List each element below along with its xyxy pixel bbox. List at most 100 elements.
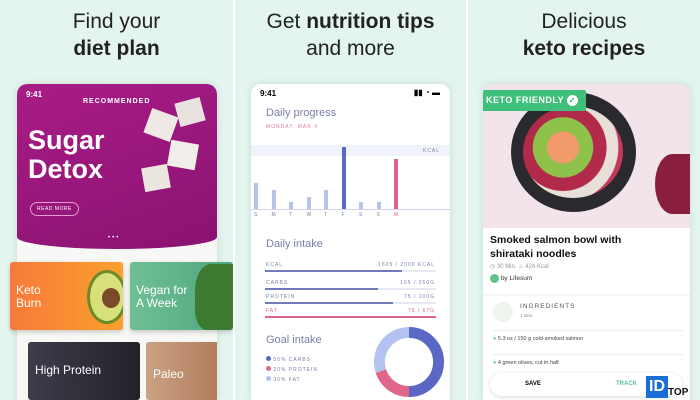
intake-progress-bar <box>265 302 436 304</box>
day-bar[interactable] <box>289 201 293 209</box>
watermark-top: TOP <box>668 387 689 398</box>
badge-label: KETO FRIENDLY <box>486 95 564 105</box>
panel-heading: Find your diet plan <box>0 8 233 62</box>
tile-label: High Protein <box>35 363 102 377</box>
ingredient-text: 5.3 oz / 150 g cold-smoked salmon <box>497 336 584 342</box>
day-bar[interactable] <box>394 159 398 209</box>
heading-bold: nutrition tips <box>306 10 435 33</box>
heading-bold: keto recipes <box>522 37 646 60</box>
day-bar[interactable] <box>359 201 363 209</box>
recipe-kcal: 424 Kcal <box>525 264 549 270</box>
status-time: 9:41 <box>260 89 277 98</box>
keto-friendly-badge: KETO FRIENDLY ✓ <box>483 90 586 111</box>
tile-label: Keto Burn <box>16 283 42 310</box>
ingredients-title: INGREDIENTS <box>520 303 576 310</box>
day-label: T <box>324 212 329 218</box>
action-bar: SAVE TRACK <box>490 373 682 396</box>
donut-slice <box>408 326 444 398</box>
intake-value: 75 / 67G <box>407 308 435 314</box>
day-label: S <box>254 212 259 218</box>
hero-title-line: Detox <box>28 154 104 184</box>
recipe-card: Smoked salmon bowl with shirataki noodle… <box>483 228 690 294</box>
intake-label: CARBS <box>266 280 289 286</box>
check-circle-icon: ✓ <box>566 95 578 106</box>
day-bar[interactable] <box>254 182 258 209</box>
heading-line: Find your <box>72 10 161 33</box>
daily-intake-title: Daily intake <box>266 238 323 250</box>
day-bar[interactable] <box>341 147 346 209</box>
intake-progress-bar <box>265 288 436 290</box>
hero-title-line: Sugar <box>28 125 105 155</box>
phone-screen: KETO FRIENDLY ✓ Smoked salmon bowl with … <box>483 84 690 400</box>
intake-value: 75 / 100G <box>404 294 435 300</box>
legend-dot-icon <box>266 366 271 371</box>
day-label: S <box>359 212 364 218</box>
panel-diet-plan: Find your diet plan 9:41 RECOMMENDED Suga… <box>0 0 233 400</box>
servings: 1 serv. <box>520 313 534 318</box>
intake-value: 1605 / 2000 KCAL <box>378 262 435 268</box>
goal-legend-item: 30% FAT <box>266 376 301 383</box>
intake-label: FAT <box>266 308 278 314</box>
day-bar[interactable] <box>271 190 276 209</box>
ingredient-item: ● 4 green olives, cut in half <box>493 354 683 366</box>
read-more-button[interactable]: READ MORE <box>30 202 79 216</box>
legend-dot-icon <box>266 356 271 361</box>
panel-heading: Delicious keto recipes <box>468 8 700 62</box>
heading-bold: diet plan <box>73 37 160 60</box>
day-label: F <box>341 212 346 218</box>
panel-keto-recipes: Delicious keto recipes KETO FRIENDLY ✓ Sm… <box>468 0 700 400</box>
progress-title: Daily progress <box>266 107 337 119</box>
recommended-label: RECOMMENDED <box>83 98 151 105</box>
kale-image <box>195 264 233 330</box>
day-label: T <box>289 212 294 218</box>
tile-high-protein[interactable]: High Protein <box>28 342 140 400</box>
panel-heading: Get nutrition tips and more <box>235 8 466 62</box>
goal-legend-item: 50% CARBS <box>266 356 311 363</box>
save-button[interactable]: SAVE <box>525 381 541 387</box>
author[interactable]: by Lifesum <box>490 274 532 283</box>
tile-label: Vegan for A Week <box>136 283 188 310</box>
hero-card[interactable]: 9:41 RECOMMENDED Sugar Detox READ MORE ••… <box>17 84 217 249</box>
intake-progress-bar <box>265 316 436 318</box>
day-bar[interactable] <box>324 190 328 209</box>
carousel-dots[interactable]: ••• <box>108 235 121 241</box>
author-name: by Lifesum <box>500 275 533 283</box>
day-bar[interactable] <box>306 196 311 209</box>
track-button[interactable]: TRACK <box>616 381 637 387</box>
panel-nutrition: Get nutrition tips and more 9:41 ▮▮ ◔ ▬ D… <box>235 0 466 400</box>
phone-screen: 9:41 ▮▮ ◔ ▬ Daily progress MONDAY, MAR 4… <box>251 84 450 400</box>
goal-legend-item: 20% PROTEIN <box>266 366 318 373</box>
daily-bar-chart[interactable] <box>251 144 450 210</box>
tile-vegan[interactable]: Vegan for A Week <box>130 262 233 330</box>
tile-keto-burn[interactable]: Keto Burn <box>10 262 123 330</box>
lifesum-logo-icon <box>490 274 499 283</box>
intake-progress-bar <box>265 270 436 272</box>
ingredients-icon <box>493 302 513 322</box>
goal-donut-chart <box>373 326 444 398</box>
day-label: W <box>306 212 313 218</box>
intake-value: 165 / 250G <box>400 280 435 286</box>
cook-time: 30 Min. <box>496 264 517 270</box>
status-time: 9:41 <box>26 90 43 99</box>
tile-label: Paleo <box>153 367 184 381</box>
recipe-title: Smoked salmon bowl with shirataki noodle… <box>490 234 622 260</box>
status-icons: ▮▮ ◔ ▬ <box>413 88 440 97</box>
intake-label: PROTEIN <box>266 294 296 300</box>
kcal-label: KCAL <box>422 148 440 154</box>
heading-line: Delicious <box>541 10 627 33</box>
day-bar[interactable] <box>376 201 381 209</box>
sugar-cubes-image <box>141 92 207 193</box>
heading-line: Get <box>266 10 301 33</box>
phone-screen: 9:41 RECOMMENDED Sugar Detox READ MORE ••… <box>17 84 217 400</box>
intake-label: KCAL <box>266 262 284 268</box>
tile-paleo[interactable]: Paleo <box>146 342 217 400</box>
goal-intake-title: Goal intake <box>266 334 322 346</box>
recipe-meta: ◷ 30 Min. ♨ 424 Kcal <box>490 264 549 270</box>
watermark-id: ID <box>646 376 668 398</box>
kcal-header: KCAL <box>251 145 450 156</box>
day-label: M <box>394 212 400 218</box>
avocado-image <box>87 270 123 324</box>
donut-slice <box>375 369 410 398</box>
ingredient-item: ● 5.3 oz / 150 g cold-smoked salmon <box>493 330 683 342</box>
